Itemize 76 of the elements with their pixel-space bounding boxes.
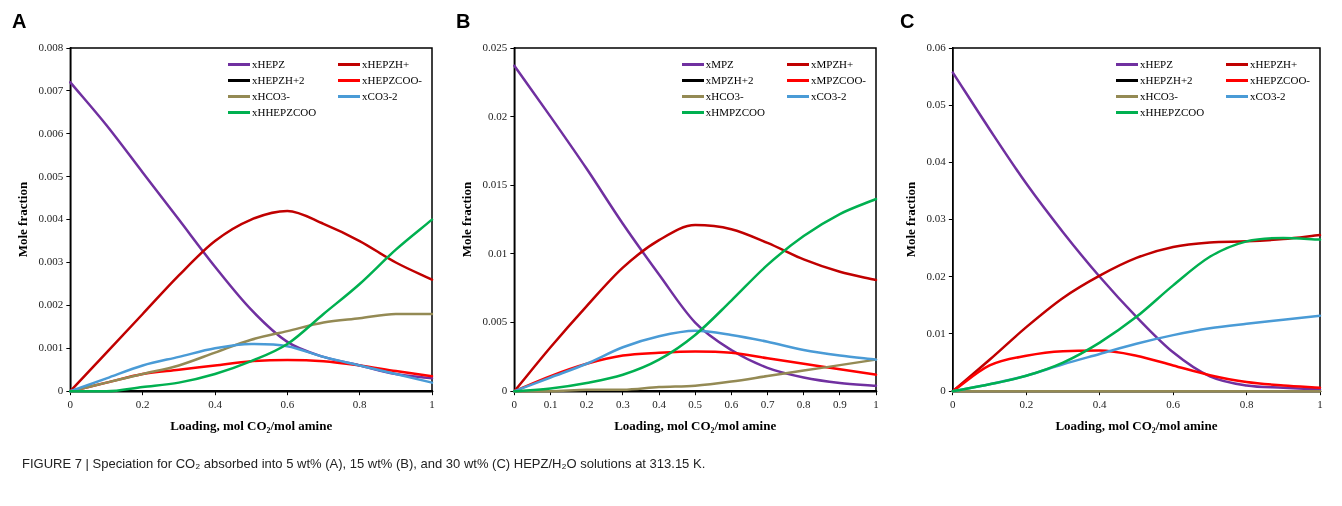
- y-tick-label: 0.003: [38, 255, 64, 268]
- x-tick-label: 0.8: [1239, 397, 1254, 410]
- x-tick-label: 0.8: [352, 397, 368, 410]
- y-tick-label: 0.04: [926, 155, 947, 168]
- legend-label: xHEPZ: [251, 58, 285, 70]
- legend-label: xCO3-2: [810, 90, 847, 102]
- legend-label: xHEPZH+: [1250, 58, 1298, 70]
- legend-label: xMPZH+: [810, 58, 854, 70]
- x-tick-label: 0.2: [135, 397, 150, 410]
- y-tick-label: 0.025: [482, 40, 508, 53]
- x-tick-label: 0.7: [760, 397, 775, 410]
- y-tick-label: 0.01: [488, 246, 508, 259]
- legend-label: xMPZCOO-: [810, 74, 866, 86]
- legend-label: xCO3-2: [1250, 90, 1286, 102]
- chart-title: C: [900, 9, 915, 32]
- legend-label: xHMPZCOO: [705, 106, 765, 118]
- y-axis-title: Mole fraction: [903, 181, 919, 258]
- legend-label: xHEPZH+2: [251, 74, 305, 86]
- x-tick-label: 0.6: [724, 397, 739, 410]
- legend-label: xCO3-2: [362, 90, 398, 102]
- legend-label: xMPZ: [705, 58, 734, 70]
- y-tick-label: 0.008: [38, 40, 64, 53]
- x-tick-label: 0.2: [1019, 397, 1034, 410]
- y-tick-label: 0.006: [38, 126, 64, 139]
- legend-label: xHEPZH+: [362, 58, 410, 70]
- x-tick-label: 0.3: [615, 397, 631, 410]
- y-tick-label: 0.001: [38, 341, 64, 354]
- legend-label: xHEPZ: [1139, 58, 1173, 70]
- x-tick-label: 0.8: [796, 397, 812, 410]
- y-tick-label: 0.005: [482, 315, 508, 328]
- legend-label: xHHEPZCOO: [1139, 106, 1205, 118]
- legend-label: xHCO3-: [251, 90, 290, 102]
- legend-label: xHEPZCOO-: [362, 74, 422, 86]
- x-tick-label: 0: [950, 397, 957, 410]
- x-tick-label: 1: [1317, 397, 1323, 410]
- x-axis-title: Loading, mol CO₂/mol amine: [170, 417, 333, 433]
- legend-label: xHCO3-: [705, 90, 744, 102]
- x-tick-label: 0.2: [579, 397, 594, 410]
- x-tick-label: 0.6: [1166, 397, 1181, 410]
- y-axis-title: Mole fraction: [15, 181, 31, 258]
- x-tick-label: 0.9: [832, 397, 848, 410]
- x-tick-label: 0: [67, 397, 74, 410]
- y-tick-label: 0.004: [38, 212, 64, 225]
- x-tick-label: 0.4: [1092, 397, 1108, 410]
- x-axis-title: Loading, mol CO₂/mol amine: [1055, 417, 1218, 433]
- caption: FIGURE 7 | Speciation for CO₂ absorbed into 5 wt% (A), 15 wt% (B), and 30 wt% (C) HEPZ/H₂O solutions at 313.15 K.: [22, 456, 707, 471]
- y-tick-label: 0: [57, 384, 64, 397]
- y-tick-label: 0.06: [926, 40, 947, 53]
- y-tick-label: 0.007: [38, 83, 64, 96]
- chart-title: A: [12, 9, 27, 32]
- x-tick-label: 0.1: [543, 397, 558, 410]
- y-tick-label: 0.002: [38, 298, 64, 311]
- x-tick-label: 0: [511, 397, 518, 410]
- y-tick-label: 0.015: [482, 178, 508, 191]
- legend-label: xHEPZCOO-: [1250, 74, 1310, 86]
- x-tick-label: 1: [873, 397, 879, 410]
- legend-label: xHHEPZCOO: [251, 106, 317, 118]
- y-tick-label: 0.01: [926, 326, 946, 339]
- chart-title: B: [456, 9, 471, 32]
- legend-label: xHCO3-: [1139, 90, 1178, 102]
- x-tick-label: 1: [429, 397, 435, 410]
- y-axis-title: Mole fraction: [459, 181, 475, 258]
- x-tick-label: 0.5: [688, 397, 703, 410]
- x-tick-label: 0.6: [280, 397, 295, 410]
- legend-label: xMPZH+2: [705, 74, 754, 86]
- x-axis-title: Loading, mol CO₂/mol amine: [614, 417, 777, 433]
- y-tick-label: 0: [940, 384, 947, 397]
- x-tick-label: 0.4: [208, 397, 223, 410]
- legend-label: xHEPZH+2: [1139, 74, 1193, 86]
- y-tick-label: 0: [501, 384, 508, 397]
- x-tick-label: 0.4: [652, 397, 667, 410]
- y-tick-label: 0.02: [926, 269, 946, 282]
- y-tick-label: 0.02: [488, 109, 508, 122]
- y-tick-label: 0.05: [926, 98, 947, 111]
- y-tick-label: 0.005: [38, 169, 64, 182]
- y-tick-label: 0.03: [926, 212, 947, 225]
